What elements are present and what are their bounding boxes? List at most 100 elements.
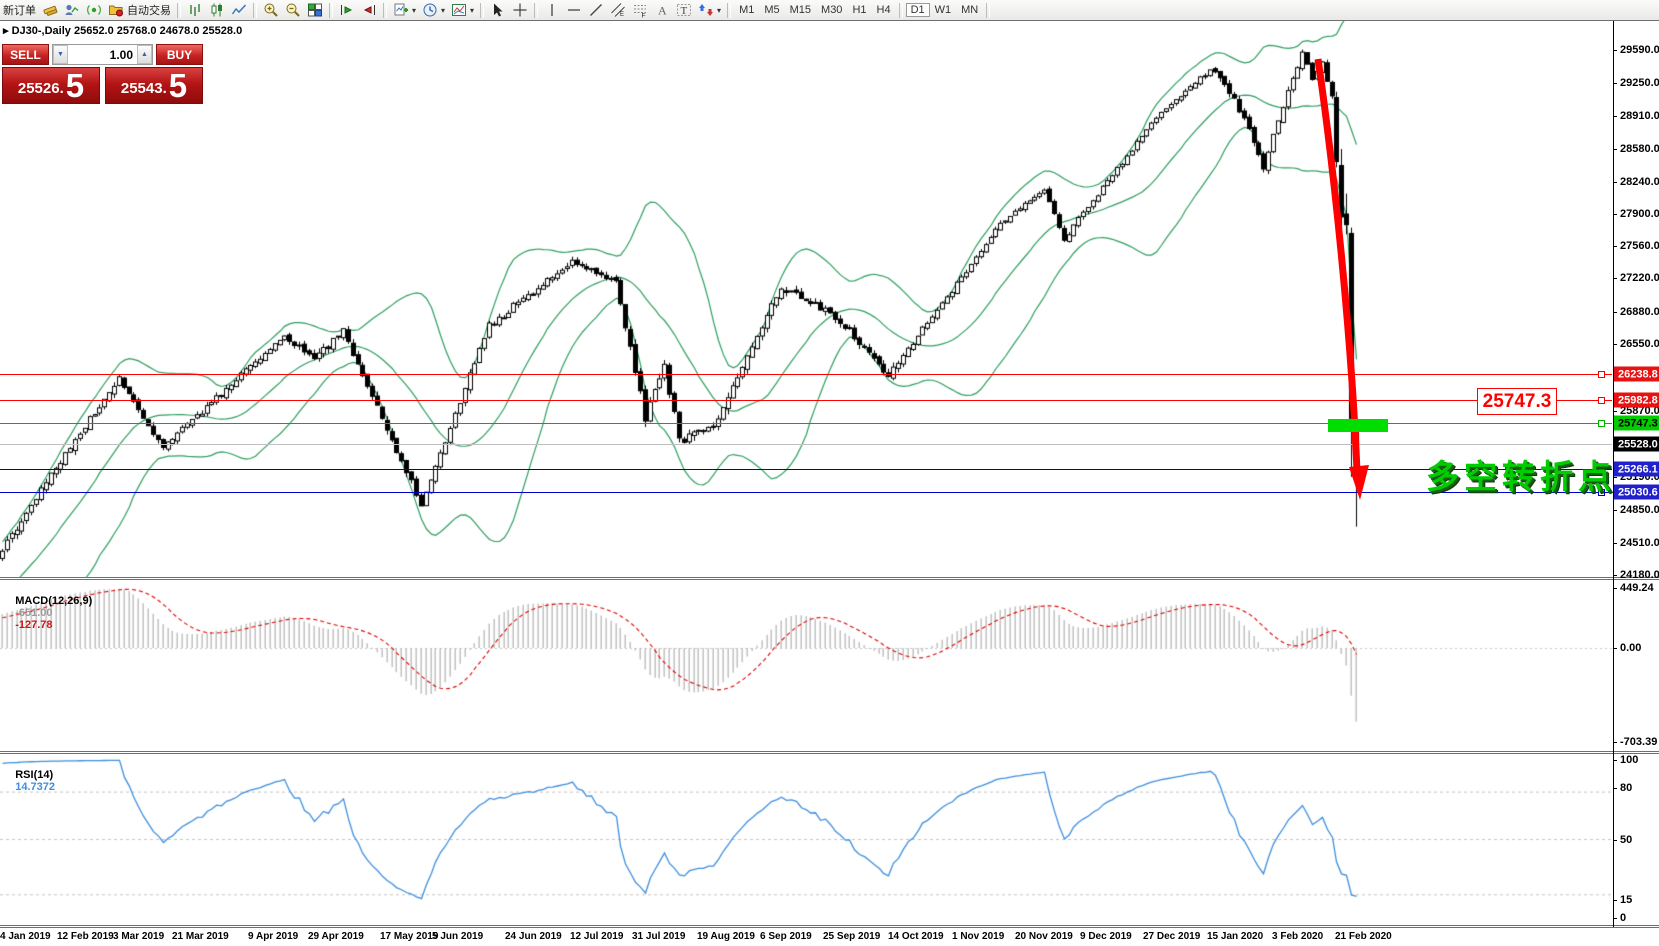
folder-alert-icon [109,5,123,17]
timeframe-button-M1[interactable]: M1 [739,4,755,16]
main-macd-separator[interactable] [0,577,1659,580]
zoom-in-icon [264,3,278,17]
support-zone-rect[interactable] [1328,419,1388,432]
candle-chart-mode-button[interactable] [206,1,228,19]
bar-chart-icon [190,4,200,16]
crosshair-icon [513,3,527,17]
volume-increase-button[interactable]: ▲ [137,45,152,64]
date-label: 9 Dec 2019 [1080,931,1132,942]
date-label: 3 Mar 2019 [113,931,165,942]
chart-shift-icon [363,5,375,15]
sell-price-fraction: 5 [65,67,85,104]
trendline-icon [590,4,603,16]
chevron-down-icon[interactable]: ▾ [441,5,446,15]
timeframe-button-W1[interactable]: W1 [934,4,952,16]
svg-text:T: T [681,5,688,17]
axis-tick-label: 29250.0 [1613,77,1659,89]
user-chart-icon [65,4,79,15]
horizontal-line-400[interactable] [0,400,1612,401]
rsi-value: 14.7372 [15,781,55,793]
signal-button[interactable] [83,1,105,19]
toolbar-separator [986,2,991,18]
toolbar-separator [177,2,181,18]
line-handle[interactable] [1598,397,1605,404]
timeframe-button-H4[interactable]: H4 [876,4,891,16]
date-label: 29 Apr 2019 [308,931,364,942]
line-chart-mode-button[interactable] [228,1,250,19]
timeframe-button-H1[interactable]: H1 [852,4,867,16]
horizontal-line-tool-button[interactable] [563,1,585,19]
date-label: 3 Feb 2020 [1272,931,1324,942]
buy-button[interactable]: BUY [156,44,203,65]
rsi-panel-canvas[interactable] [0,754,1613,926]
horizontal-line-444[interactable] [0,444,1612,445]
macd-rsi-separator[interactable] [0,751,1659,754]
line-handle[interactable] [1598,466,1605,473]
macd-panel-canvas[interactable] [0,580,1613,752]
turning-point-annotation[interactable]: 多空转折点 [1426,450,1616,498]
autotrading-button[interactable]: 自动交易 [105,1,174,19]
timeframe-button-MN[interactable]: MN [961,4,979,16]
line-handle[interactable] [1598,420,1605,427]
toolbar-separator [727,2,732,18]
timeframe-button-M30[interactable]: M30 [821,4,843,16]
toolbar-separator [253,2,257,18]
chart-shift-button[interactable] [358,1,380,19]
one-click-trading-panel: SELL ▼ 1.00 ▲ BUY 25526. 5 25543. 5 [2,44,203,104]
horizontal-line-423[interactable] [0,423,1612,424]
toolbar: 新订单 自动交易 [0,0,1659,21]
clock-icon [423,3,437,17]
rsi-dateaxis-separator [0,925,1659,928]
chevron-down-icon[interactable]: ▾ [412,5,417,15]
channel-tool-button[interactable]: E [607,1,629,19]
date-label: 4 Jan 2019 [0,931,51,942]
zoom-out-button[interactable] [282,1,304,19]
line-handle[interactable] [1598,371,1605,378]
zoom-in-button[interactable] [260,1,282,19]
price-badge-25030.6: 25030.6 [1614,484,1659,500]
timeframe-button-M15[interactable]: M15 [789,4,812,16]
timeframe-button-M5[interactable]: M5 [764,4,780,16]
arrows-tool-button[interactable]: ▾ [695,1,724,19]
axis-tick-label: 0 [1613,912,1626,924]
new-order-button[interactable]: 新订单 [0,1,39,19]
price-callout-label[interactable]: 25747.3 [1477,388,1557,415]
tile-windows-button[interactable] [304,1,326,19]
buy-price-button[interactable]: 25543. 5 [105,67,203,104]
chevron-down-icon[interactable]: ▾ [470,5,475,15]
chart-window-marker-icon: ▸ [3,25,9,37]
coin-button[interactable] [39,1,61,19]
vertical-line-icon [551,4,553,16]
crosshair-button[interactable] [509,1,531,19]
trendline-tool-button[interactable] [585,1,607,19]
auto-scroll-button[interactable] [336,1,358,19]
price-badge-25528.0: 25528.0 [1614,436,1659,452]
line-chart-icon [231,4,247,15]
horizontal-line-469[interactable] [0,469,1612,470]
market-watch-button[interactable] [61,1,83,19]
sell-button[interactable]: SELL [2,44,49,65]
broadcast-icon [87,5,101,15]
timeframe-button-D1[interactable]: D1 [905,3,930,17]
date-axis[interactable]: 4 Jan 2019 12 Feb 2019 3 Mar 2019 21 Mar 20… [0,928,1659,946]
periods-button[interactable]: ▾ [419,1,448,19]
fibonacci-tool-button[interactable]: F [629,1,651,19]
new-chart-button[interactable]: ▾ [390,1,419,19]
horizontal-line-374[interactable] [0,374,1612,375]
axis-tick-label: 25870.0 [1613,405,1659,417]
line-handle[interactable] [1598,489,1605,496]
volume-decrease-button[interactable]: ▼ [53,45,68,64]
chevron-down-icon[interactable]: ▾ [717,5,722,15]
cursor-icon [494,3,503,17]
price-chart-canvas[interactable] [0,21,1613,578]
buy-label: BUY [166,47,193,62]
cursor-button[interactable] [487,1,509,19]
text-tool-button[interactable]: A [651,1,673,19]
bar-chart-mode-button[interactable] [184,1,206,19]
volume-input[interactable]: 1.00 [109,47,133,62]
templates-button[interactable]: ▾ [448,1,477,19]
sell-price-button[interactable]: 25526. 5 [2,67,100,104]
vertical-line-tool-button[interactable] [541,1,563,19]
text-label-tool-button[interactable]: T [673,1,695,19]
horizontal-line-492[interactable] [0,492,1612,493]
